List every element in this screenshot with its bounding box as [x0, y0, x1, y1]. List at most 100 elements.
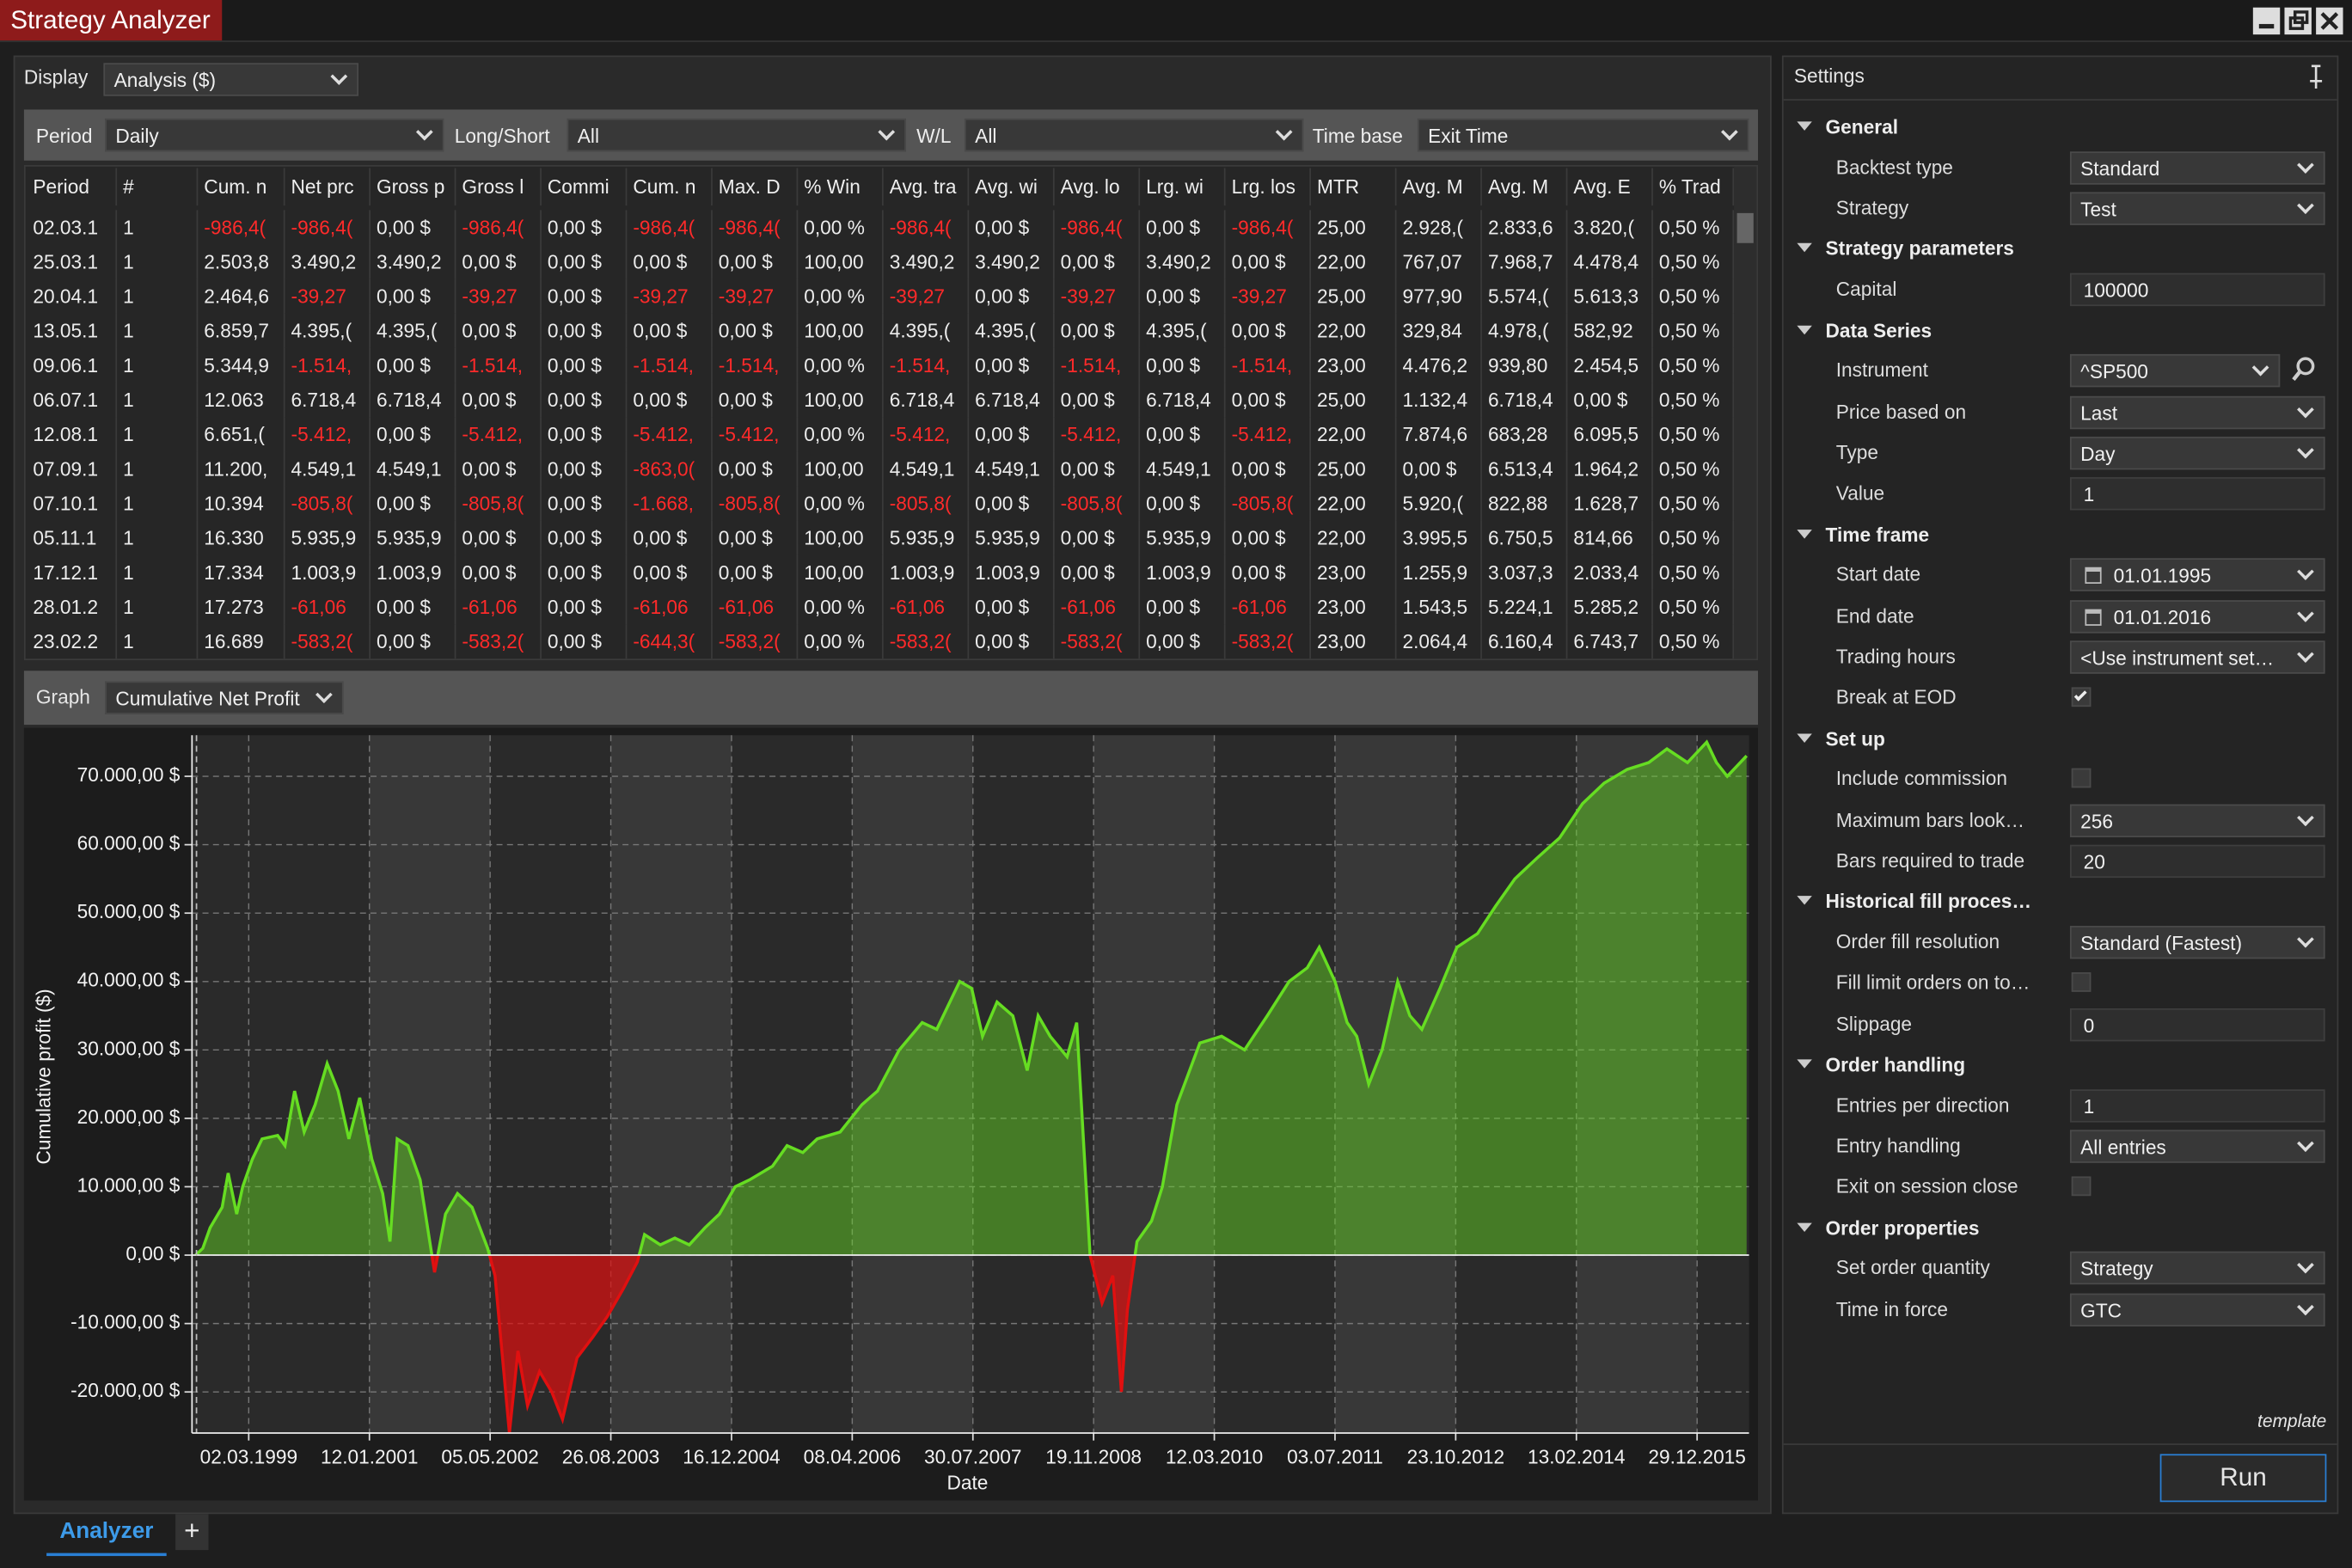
setting-dropdown[interactable]: Test — [2069, 192, 2325, 225]
add-tab[interactable]: + — [175, 1514, 209, 1551]
column-header[interactable]: Period — [27, 168, 118, 206]
section-toggle[interactable] — [1797, 529, 1812, 538]
setting-dropdown[interactable]: All entries — [2069, 1130, 2325, 1163]
y-tick-label: 20.000,00 $ — [77, 1106, 181, 1128]
setting-checkbox[interactable] — [2071, 1176, 2092, 1197]
table-cell: 5.574,( — [1482, 279, 1568, 314]
minimize[interactable] — [2252, 7, 2281, 35]
table-cell: 6.718,4 — [285, 383, 371, 418]
filter-dropdown[interactable]: Exit Time — [1417, 118, 1749, 152]
display-dropdown[interactable]: Analysis ($) — [103, 63, 359, 96]
table-cell: -583,2( — [1226, 624, 1312, 659]
table-cell: -583,2( — [1055, 624, 1141, 659]
table-cell: 1 — [117, 520, 199, 555]
table-cell: 17.12.1 — [27, 554, 118, 590]
table-cell: 3.490,2 — [1140, 244, 1226, 279]
column-header[interactable]: Avg. wi — [969, 168, 1055, 206]
table-cell: 0,50 % — [1653, 383, 1735, 418]
graph-dropdown[interactable]: Cumulative Net Profit — [105, 681, 344, 714]
run-button[interactable]: Run — [2159, 1454, 2327, 1503]
filter-dropdown[interactable]: Daily — [105, 118, 444, 152]
table-cell: 0,00 $ — [371, 279, 456, 314]
setting-checkbox[interactable] — [2071, 687, 2092, 707]
setting-dropdown[interactable]: 256 — [2069, 803, 2325, 837]
x-tick-label: 12.03.2010 — [1166, 1446, 1263, 1468]
table-cell: 07.10.1 — [27, 486, 118, 521]
setting-input[interactable]: 1 — [2069, 1088, 2325, 1123]
table-cell: 6.651,( — [198, 417, 285, 452]
column-header[interactable]: MTR — [1311, 168, 1397, 206]
column-header[interactable]: Cum. n — [198, 168, 285, 206]
section-toggle[interactable] — [1797, 896, 1812, 905]
window-buttons[interactable] — [2250, 6, 2346, 36]
column-header[interactable]: % Trad — [1653, 168, 1735, 206]
scrollbar[interactable] — [1734, 166, 1757, 659]
column-header[interactable]: Avg. tra — [884, 168, 970, 206]
column-header[interactable]: Commi — [542, 168, 628, 206]
setting-checkbox[interactable] — [2071, 769, 2092, 788]
column-header[interactable]: Gross l — [456, 168, 542, 206]
setting-input[interactable]: 100000 — [2069, 273, 2325, 307]
section-toggle[interactable] — [1797, 732, 1812, 743]
setting-date[interactable]: 01.01.2016 — [2069, 599, 2325, 633]
setting-input[interactable]: 0 — [2069, 1008, 2325, 1041]
table-cell: 0,00 $ — [1567, 383, 1653, 418]
table-cell: 939,80 — [1482, 347, 1568, 383]
setting-dropdown[interactable]: <Use instrument set… — [2069, 640, 2325, 674]
column-header[interactable]: Max. D — [713, 168, 799, 206]
setting-checkbox[interactable] — [2071, 972, 2092, 993]
column-header[interactable]: Net prc — [285, 168, 371, 206]
table-cell: 0,00 $ — [1140, 486, 1226, 521]
section-toggle[interactable] — [1797, 1222, 1812, 1232]
setting-input[interactable]: 1 — [2069, 477, 2325, 511]
filter-dropdown[interactable]: All — [964, 118, 1304, 152]
column-header[interactable]: Avg. lo — [1055, 168, 1141, 206]
setting-label: Bars required to trade — [1835, 848, 2025, 872]
setting-dropdown[interactable]: Standard (Fastest) — [2069, 925, 2325, 959]
setting-dropdown[interactable]: Standard — [2069, 150, 2325, 185]
section-toggle[interactable] — [1797, 324, 1812, 334]
setting-label: Slippage — [1835, 1012, 1913, 1035]
setting-dropdown[interactable]: Day — [2069, 436, 2325, 470]
column-header[interactable]: # — [117, 168, 199, 206]
column-header[interactable]: Gross p — [371, 168, 456, 206]
column-header[interactable]: Lrg. los — [1226, 168, 1312, 206]
setting-label: Value — [1835, 481, 1885, 505]
setting-dropdown[interactable]: Strategy — [2069, 1252, 2325, 1285]
x-tick-label: 19.11.2008 — [1045, 1446, 1142, 1468]
column-header[interactable]: Lrg. wi — [1140, 168, 1226, 206]
setting-dropdown[interactable]: ^SP500 — [2069, 354, 2281, 388]
filter-dropdown[interactable]: All — [567, 118, 906, 152]
scroll-thumb[interactable] — [1736, 212, 1754, 243]
calendar-icon[interactable] — [2085, 608, 2102, 626]
column-header[interactable]: Avg. E — [1567, 168, 1653, 206]
table-cell: 13.05.1 — [27, 313, 118, 348]
section-toggle[interactable] — [1797, 1059, 1812, 1069]
table-cell: -805,8( — [456, 486, 542, 521]
calendar-icon[interactable] — [2085, 567, 2102, 585]
analyzer-tab[interactable]: Analyzer — [46, 1512, 167, 1557]
table-cell: 1.003,9 — [884, 554, 970, 590]
table-cell: 0,00 $ — [1055, 451, 1141, 487]
table-cell: 100,00 — [798, 383, 884, 418]
setting-input[interactable]: 20 — [2069, 844, 2325, 878]
section-toggle[interactable] — [1797, 121, 1812, 131]
column-header[interactable]: Cum. n — [627, 168, 713, 206]
column-header[interactable]: % Win — [798, 168, 884, 206]
column-header[interactable]: Avg. M — [1397, 168, 1482, 206]
setting-date[interactable]: 01.01.1995 — [2069, 558, 2325, 592]
table-cell: -5.412, — [713, 417, 799, 452]
table-cell: 0,00 $ — [456, 451, 542, 487]
table-cell: 6.750,5 — [1482, 520, 1568, 555]
table-cell: 0,00 $ — [371, 210, 456, 245]
pin-icon[interactable] — [2306, 63, 2326, 89]
section-toggle[interactable] — [1797, 243, 1812, 253]
setting-label: Strategy — [1835, 196, 1909, 220]
search-icon[interactable] — [2290, 356, 2317, 383]
table-cell: -1.514, — [884, 347, 970, 383]
setting-dropdown[interactable]: GTC — [2069, 1293, 2325, 1326]
table-cell: 0,00 $ — [1055, 244, 1141, 279]
column-header[interactable]: Avg. M — [1482, 168, 1568, 206]
setting-dropdown[interactable]: Last — [2069, 395, 2325, 429]
table-cell: 1 — [117, 210, 199, 245]
